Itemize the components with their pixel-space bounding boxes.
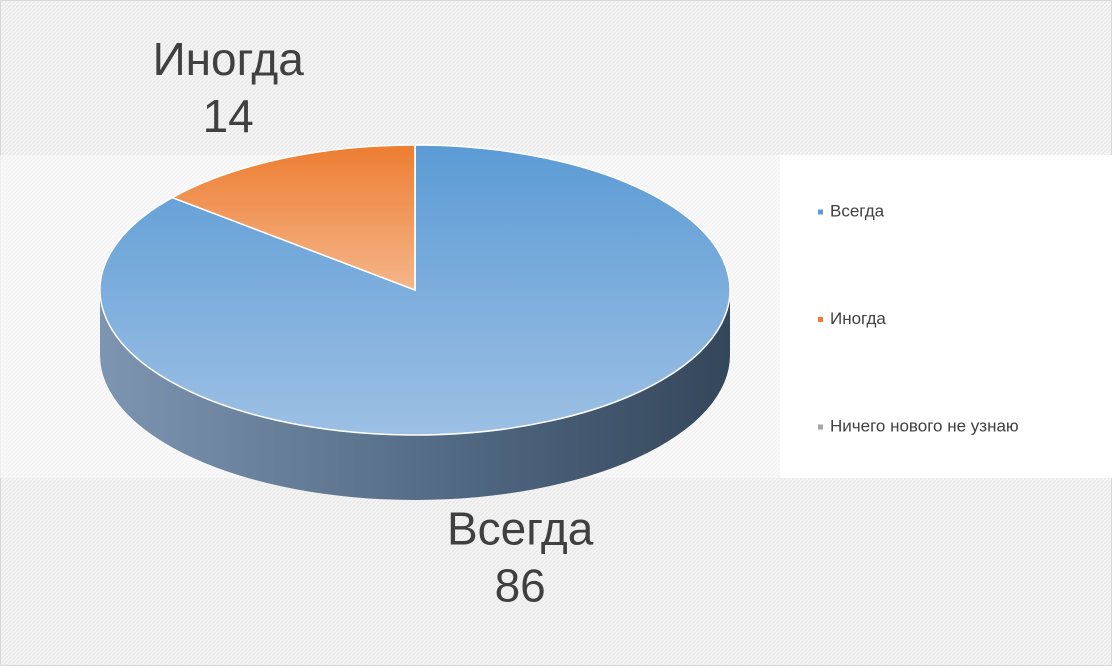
legend-marker (818, 317, 823, 322)
legend-label: Иногда (830, 309, 886, 328)
legend-label: Ничего нового не узнаю (830, 416, 1019, 435)
pie-slice (170, 144, 416, 292)
data-label-value: 14 (203, 90, 254, 142)
legend-marker (818, 209, 823, 215)
legend-marker (818, 424, 823, 430)
data-label-name: Иногда (153, 33, 305, 85)
legend: Всегда Иногда Ничего нового не узнаю (818, 201, 1019, 435)
data-label-name: Всегда (447, 502, 594, 554)
legend-box (780, 155, 1112, 478)
pie-side (100, 290, 730, 500)
legend-label: Всегда (830, 201, 885, 220)
pie-slice (99, 144, 731, 436)
data-label-value: 86 (495, 559, 546, 611)
